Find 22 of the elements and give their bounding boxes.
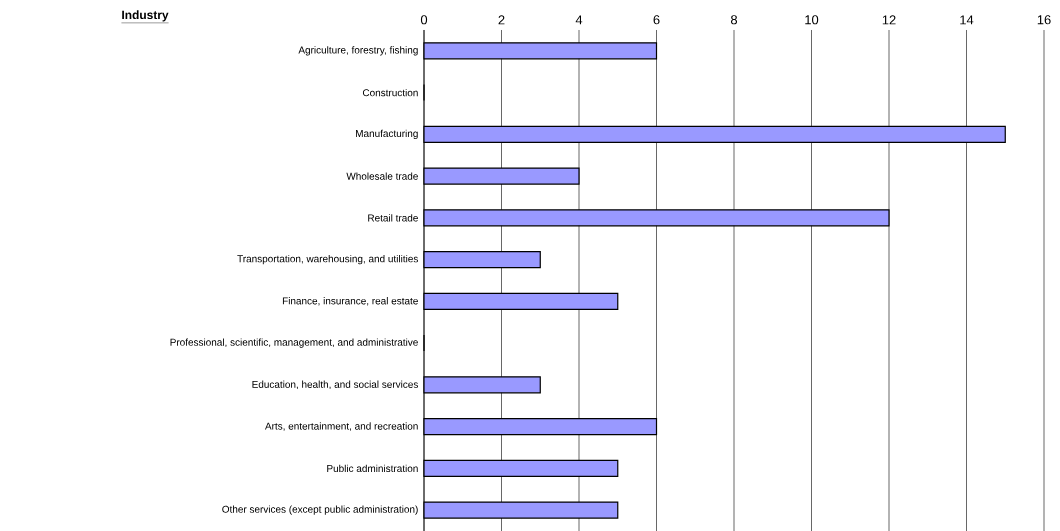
x-tick-label: 10 (805, 15, 819, 25)
y-tick-label: Manufacturing (356, 129, 418, 140)
y-tick-label: Construction (362, 88, 418, 97)
x-tick-label: 4 (575, 15, 583, 25)
y-tick-label: Wholesale trade (346, 172, 418, 180)
x-tick-label: 14 (960, 15, 974, 25)
y-tick-label: Finance, insurance, real estate (282, 297, 418, 306)
x-tick-label: 0 (420, 15, 428, 25)
y-tick-label: Retail trade (368, 214, 418, 222)
x-tick-label: 16 (1037, 15, 1051, 25)
y-tick-label: Education, health, and social services (252, 380, 418, 390)
y-tick-label: Agriculture, forestry, fishing (298, 46, 418, 56)
x-tick-label: 6 (653, 15, 660, 25)
y-tick-label: Arts, entertainment, and recreation (264, 422, 418, 431)
y-tick-label: Public administration (327, 464, 418, 473)
x-tick-label: 12 (882, 15, 896, 25)
x-tick-label: 2 (498, 15, 505, 25)
y-axis-title: Industry (122, 10, 169, 22)
y-tick-label: Transportation, warehousing, and utilities (237, 254, 418, 265)
y-tick-label: Other services (except public administration) (222, 505, 418, 515)
y-tick-label: Professional, scientific, management, and administrative (170, 338, 418, 348)
x-tick-label: 8 (730, 15, 738, 25)
